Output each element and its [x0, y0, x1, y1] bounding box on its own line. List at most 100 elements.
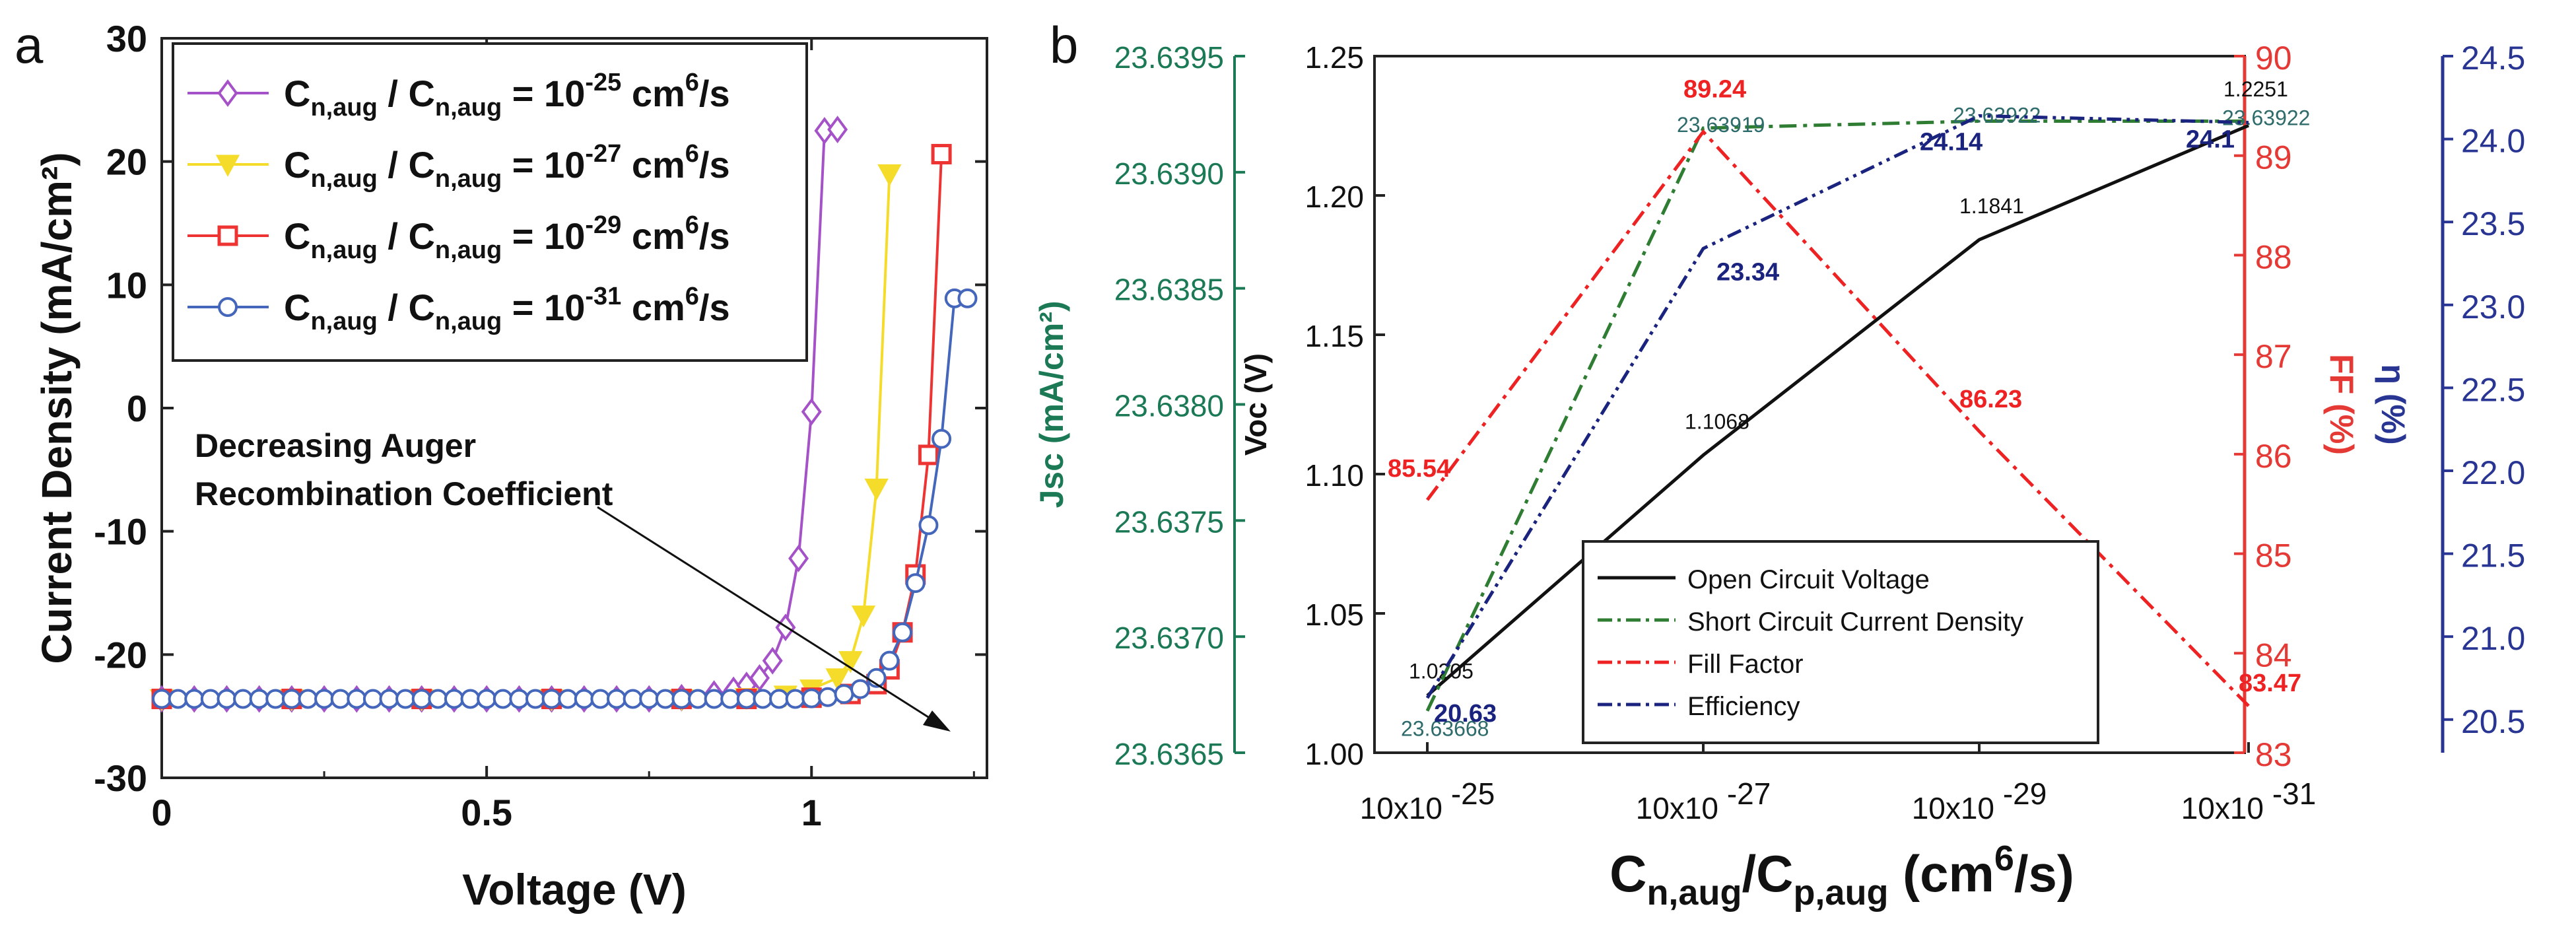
data-label-b: 1.0205 — [1409, 659, 1474, 683]
data-point-a — [753, 689, 773, 709]
data-point-a — [265, 689, 286, 709]
legend-item-b: Short Circuit Current Density — [1598, 607, 2023, 637]
annotation-arrow — [597, 506, 941, 726]
data-point-a — [314, 689, 335, 709]
y-tick-label-a: 0 — [127, 388, 147, 429]
data-point-a — [606, 689, 627, 709]
data-point-a — [827, 116, 848, 144]
data-point-a — [931, 143, 952, 164]
voc-tick-label: 1.00 — [1305, 737, 1364, 771]
data-point-a — [558, 689, 578, 709]
legend-swatch-marker — [215, 155, 240, 177]
data-point-a — [817, 687, 838, 707]
legend-item-b: Fill Factor — [1598, 650, 1804, 679]
eta-tick-label: 23.0 — [2461, 289, 2525, 326]
data-point-a — [838, 651, 863, 673]
data-label-b: 23.63668 — [1401, 717, 1489, 741]
data-point-a — [281, 689, 302, 709]
data-point-a — [217, 689, 237, 709]
ff-axis-label: FF (%) — [2323, 354, 2360, 455]
eta-axis-label: η (%) — [2375, 364, 2412, 444]
data-label-b: 23.34 — [1716, 258, 1779, 286]
data-point-a — [525, 689, 545, 709]
y-tick-label-a: -20 — [94, 634, 147, 675]
series-a--31 — [152, 288, 978, 709]
data-point-a — [688, 689, 708, 709]
data-label-b: 20.63 — [1434, 700, 1497, 728]
voc-tick-label: 1.05 — [1305, 598, 1364, 632]
jsc-tick-label: 23.6395 — [1114, 40, 1224, 75]
annotation-line1: Decreasing Auger — [195, 427, 476, 464]
data-point-a — [801, 688, 822, 708]
data-point-a — [249, 689, 269, 709]
data-point-a — [362, 689, 383, 709]
data-point-a — [720, 689, 741, 709]
data-point-a — [460, 689, 481, 709]
x-tick-label-a: 0 — [151, 792, 172, 833]
panel-label-b: b — [1050, 16, 1078, 74]
legend-item-a: Cn,aug / Cn,aug = 10-27 cm6/s — [187, 140, 730, 193]
data-point-a — [492, 689, 513, 709]
data-point-a — [152, 689, 172, 709]
voc-tick-label: 1.20 — [1305, 180, 1364, 214]
data-point-a — [444, 689, 464, 709]
jsc-axis-label: Jsc (mA/cm²) — [1033, 301, 1070, 508]
y-tick-label-a: -30 — [94, 757, 147, 799]
voc-tick-label: 1.25 — [1305, 40, 1364, 75]
ff-tick-label: 86 — [2255, 438, 2292, 475]
x-axis-label-a: Voltage (V) — [462, 865, 687, 914]
data-point-a — [825, 668, 850, 691]
annotation-line2: Recombination Coefficient — [195, 475, 613, 512]
y-axis-label-a: Current Density (mA/cm²) — [33, 152, 81, 664]
category-tick-label: 10x10 -27 — [1636, 776, 1771, 825]
y-tick-label-a: 30 — [106, 18, 147, 59]
ff-tick-label: 87 — [2255, 338, 2292, 375]
legend-item-b: Open Circuit Voltage — [1598, 565, 1930, 594]
data-label-b: 1.2251 — [2223, 77, 2288, 101]
legend-a — [172, 42, 808, 362]
data-point-a — [623, 689, 643, 709]
y-tick-label-a: 20 — [106, 141, 147, 183]
y-tick-label-a: 10 — [106, 264, 147, 306]
data-point-a — [785, 689, 805, 709]
data-point-a — [298, 689, 318, 709]
legend-label-b: Fill Factor — [1687, 650, 1804, 679]
panel-label-a: a — [15, 16, 44, 74]
jsc-tick-label: 23.6380 — [1114, 389, 1224, 423]
data-label-b: 24.14 — [1920, 128, 1983, 156]
legend-item-a: Cn,aug / Cn,aug = 10-25 cm6/s — [187, 69, 730, 121]
eta-tick-label: 24.5 — [2461, 40, 2525, 77]
data-point-a — [428, 689, 448, 709]
data-point-a — [477, 689, 497, 709]
data-point-a — [850, 679, 871, 699]
data-point-a — [851, 605, 876, 628]
ff-tick-label: 84 — [2255, 637, 2292, 673]
jsc-tick-label: 23.6370 — [1114, 621, 1224, 655]
data-point-a — [905, 573, 926, 594]
data-point-a — [411, 689, 432, 709]
series-b-eta: 20.63 23.34 24.14 24.1 — [1425, 114, 2249, 728]
data-point-a — [736, 689, 757, 709]
series-b-ff: 85.54 89.24 86.23 83.47 — [1388, 76, 2301, 707]
series-line-b — [1425, 119, 2249, 712]
legend-label-a: Cn,aug / Cn,aug = 10-31 cm6/s — [284, 283, 730, 335]
voc-tick-label: 1.15 — [1305, 319, 1364, 353]
legend-swatch-marker — [218, 297, 238, 317]
data-label-b: 23.63919 — [1677, 113, 1765, 137]
data-point-a — [395, 689, 416, 709]
data-point-a — [801, 397, 822, 426]
data-label-b: 89.24 — [1683, 76, 1746, 104]
data-label-b: 85.54 — [1388, 455, 1450, 483]
data-point-a — [200, 689, 220, 709]
x-axis-label-b: Cn,aug/Cp,aug (cm6/s) — [1610, 839, 2074, 913]
y-tick-label-a: -10 — [94, 511, 147, 553]
category-tick-label: 10x10 -31 — [2181, 776, 2317, 825]
jsc-tick-label: 23.6390 — [1114, 156, 1224, 191]
jsc-tick-label: 23.6365 — [1114, 737, 1224, 771]
eta-tick-label: 22.0 — [2461, 454, 2525, 491]
data-label-b: 1.1068 — [1685, 409, 1749, 433]
data-point-a — [788, 544, 809, 572]
data-point-a — [704, 689, 724, 709]
